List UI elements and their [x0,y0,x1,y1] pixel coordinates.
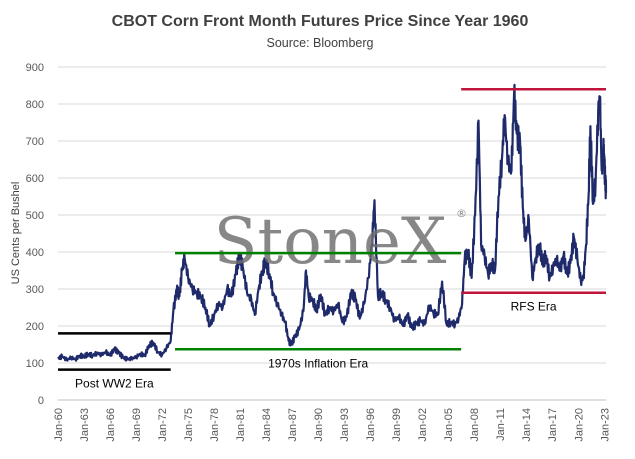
y-tick-label: 800 [26,99,44,111]
x-tick-label: Jan-60 [53,408,65,442]
y-tick-label: 100 [26,358,44,370]
x-tick-label: Jan-17 [547,408,559,442]
x-tick-label: Jan-78 [209,408,221,442]
x-tick-label: Jan-63 [79,408,91,442]
era-label: Post WW2 Era [75,377,154,391]
x-tick-label: Jan-93 [339,408,351,442]
x-tick-label: Jan-75 [183,408,195,442]
series-layer [57,83,608,362]
x-axis-ticks: Jan-60 Jan-63 Jan-66 Jan-69 Jan-72 Jan-75 Jan-… [53,399,611,442]
x-tick-label: Jan-87 [287,408,299,442]
era-label: RFS Era [511,300,557,314]
x-tick-label: Jan-69 [131,408,143,442]
y-tick-label: 700 [26,136,44,148]
x-tick-label: Jan-05 [443,408,455,442]
x-tick-label: Jan-66 [105,408,117,442]
y-tick-label: 300 [26,284,44,296]
x-tick-label: Jan-14 [521,408,533,442]
stonex-logo-text: StoneX [214,205,447,279]
x-tick-label: Jan-23 [599,408,611,442]
x-tick-label: Jan-11 [495,408,507,441]
x-tick-label: Jan-08 [469,408,481,442]
y-axis-label: US Cents per Bushel [10,182,22,285]
x-tick-label: Jan-99 [391,408,403,442]
x-tick-label: Jan-20 [573,408,585,442]
y-axis-ticks: 0 100 200 300 400 500 600 700 800 900 [26,62,44,407]
y-tick-label: 900 [26,62,44,74]
y-tick-label: 200 [26,321,44,333]
y-tick-label: 0 [38,395,44,407]
price-series-line [57,83,608,362]
y-tick-label: 400 [26,247,44,259]
x-tick-label: Jan-90 [313,408,325,442]
chart-title: CBOT Corn Front Month Futures Price Sinc… [112,13,529,30]
chart-subtitle: Source: Bloomberg [266,36,373,50]
y-tick-label: 500 [26,210,44,222]
x-tick-label: Jan-96 [365,408,377,442]
x-tick-label: Jan-84 [261,408,273,442]
x-tick-label: Jan-81 [235,408,247,442]
y-tick-label: 600 [26,173,44,185]
era-annotations: Post WW2 Era 1970s Inflation Era RFS Era [58,87,606,391]
stonex-logo: StoneX ® [214,205,467,279]
x-tick-label: Jan-72 [157,408,169,442]
era-label: 1970s Inflation Era [268,356,368,370]
registered-mark: ® [456,207,467,220]
x-tick-label: Jan-02 [417,408,429,442]
